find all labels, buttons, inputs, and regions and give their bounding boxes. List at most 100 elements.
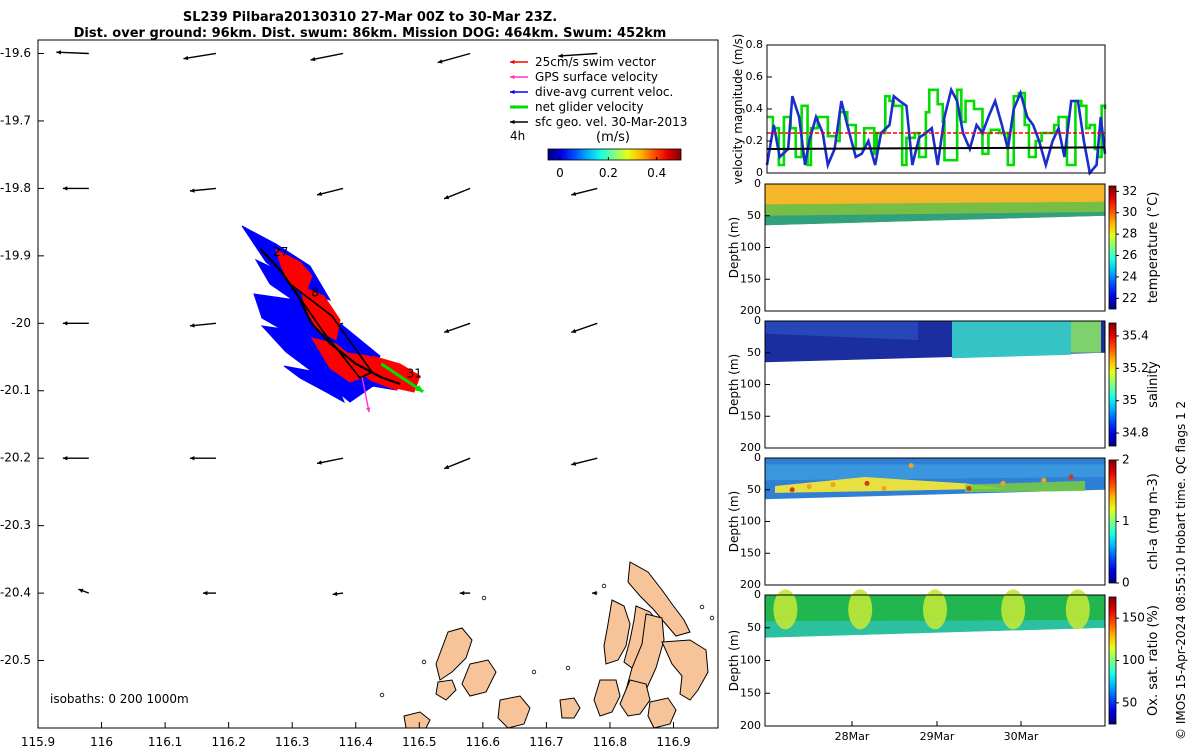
temperature-section-ytick-label-4: 200 — [740, 304, 761, 317]
geo-velocity-arrowhead-18 — [444, 464, 450, 469]
temperature-section-bottom-layer — [765, 211, 1105, 226]
salinity-section-surface-layer — [765, 321, 918, 341]
islet-6 — [565, 665, 571, 671]
map-frame — [37, 39, 719, 729]
temperature-section-colorbar-tick-label-3: 28 — [1122, 227, 1137, 241]
geo-velocity-arrowhead-10 — [62, 321, 68, 326]
salinity-section-ytick-label-1: 50 — [747, 346, 761, 359]
chla-section-dot-4 — [881, 485, 887, 491]
chla-section-dot-2 — [830, 482, 836, 488]
geo-velocity-arrowhead-3 — [437, 59, 443, 64]
gps-velocity-arrowhead — [366, 407, 371, 413]
temperature-section-colorbar-tick-label-5: 32 — [1122, 184, 1137, 198]
gps-velocity-vector — [361, 377, 370, 413]
geo-velocity-vector-1 — [183, 52, 217, 60]
map-ytick-label-8: -20.4 — [0, 586, 31, 600]
legend-label-3: net glider velocity — [535, 100, 643, 114]
oxygen-section-blob-1 — [848, 589, 873, 630]
velocity-ytick-label-2: 0.4 — [746, 102, 764, 115]
chla-section-dot-5 — [908, 463, 914, 469]
chla-section-dot-0 — [789, 487, 795, 493]
track-day-label-0: 27 — [273, 245, 288, 259]
islet-3 — [699, 604, 705, 610]
chla-section-colorbar-label: chl-a (mg m-3) — [1146, 473, 1161, 570]
map-ytick-label-9: -20.5 — [0, 653, 31, 667]
geo-velocity-arrowhead-20 — [78, 588, 84, 593]
legend-arrow-3 — [510, 104, 515, 110]
salinity-section-ytick-label-3: 150 — [740, 409, 761, 422]
oxygen-section-colorbar-tick-label-0: 50 — [1122, 695, 1137, 709]
legend-label-4: sfc geo. vel. 30-Mar-2013 — [535, 115, 687, 129]
geo-velocity-vector-13 — [443, 322, 471, 334]
map-xtick-label-8: 116.7 — [529, 735, 563, 749]
oxygen-section-xtick-label-1: 29Mar — [920, 730, 955, 743]
oxygen-section-ytick-label-1: 50 — [747, 621, 761, 634]
chla-section-ytick-label-0: 0 — [754, 451, 761, 464]
chart-title-line2: Dist. over ground: 96km. Dist. swum: 86k… — [73, 26, 667, 41]
salinity-section-colorbar-tick-label-1: 35 — [1122, 393, 1137, 407]
chla-section-upper-layer — [765, 464, 1105, 481]
geo-velocity-vector-2 — [310, 52, 344, 61]
geo-velocity-arrowhead-0 — [56, 50, 61, 55]
chla-section-colorbar-tick-label-0: 0 — [1122, 576, 1130, 590]
geo-velocity-vector-3 — [437, 52, 471, 64]
temperature-section-colorbar-tick-label-1: 24 — [1122, 269, 1137, 283]
map-xtick-label-0: 115.9 — [21, 735, 55, 749]
oxygen-section-xtick-label-0: 28Mar — [835, 730, 870, 743]
geo-velocity-arrowhead-15 — [62, 456, 68, 461]
map-ytick-label-3: -19.9 — [0, 248, 31, 262]
velocity-series-0 — [767, 88, 1107, 167]
chla-section-colorbar-tick-label-2: 2 — [1122, 453, 1130, 467]
map-ytick-label-1: -19.7 — [0, 113, 31, 127]
geo-velocity-arrowhead-11 — [189, 323, 195, 328]
map-xtick-label-9: 116.8 — [593, 735, 627, 749]
geo-velocity-arrowhead-9 — [571, 191, 577, 196]
chla-section-chl-max — [775, 477, 1005, 493]
map-ytick-label-4: -20 — [11, 316, 31, 330]
temperature-section-colorbar-tick-label-0: 22 — [1122, 291, 1137, 305]
track-day-label-1: 8 — [311, 285, 319, 299]
land-island-5 — [619, 679, 651, 717]
map-ytick-label-5: -20.1 — [0, 383, 31, 397]
temperature-section-colorbar-tick-label-2: 26 — [1122, 248, 1137, 262]
islet-1 — [601, 583, 607, 589]
map-colorbar-tick-label-2: 0.4 — [647, 166, 666, 180]
salinity-section-ytick-label-2: 100 — [740, 378, 761, 391]
islet-5 — [531, 669, 537, 675]
salinity-section-colorbar-label: salinity — [1146, 361, 1161, 408]
chla-section-dot-6 — [966, 485, 972, 491]
map-ytick-label-7: -20.3 — [0, 518, 31, 532]
velocity-ytick-label-1: 0.2 — [746, 134, 764, 147]
temperature-section-ylabel: Depth (m) — [727, 217, 741, 278]
map-colorbar-tick-label-0: 0 — [556, 166, 564, 180]
legend-label-2: dive-avg current veloc. — [535, 85, 673, 99]
geo-velocity-arrowhead-16 — [189, 456, 195, 461]
temperature-section-colorbar-tick-label-4: 30 — [1122, 205, 1137, 219]
salinity-section-ylabel: Depth (m) — [727, 354, 741, 415]
oxygen-section-blob-2 — [923, 589, 947, 630]
oxygen-section-ytick-label-2: 100 — [740, 654, 761, 667]
salinity-section-colorbar-tick-label-3: 35.4 — [1122, 328, 1149, 342]
geo-velocity-arrowhead-24 — [592, 590, 597, 596]
oxygen-section-ytick-label-4: 200 — [740, 719, 761, 732]
geo-velocity-vector-0 — [56, 51, 89, 55]
islet-4 — [709, 615, 715, 621]
isobaths-label: isobaths: 0 200 1000m — [50, 692, 189, 706]
chla-section-dot-9 — [1068, 474, 1074, 480]
geo-velocity-arrowhead-13 — [444, 328, 450, 333]
map-ytick-label-2: -19.8 — [0, 181, 31, 195]
oxygen-section-xtick-label-2: 30Mar — [1004, 730, 1039, 743]
geo-velocity-arrowhead-22 — [332, 591, 338, 596]
oxygen-section-colorbar-tick-label-2: 150 — [1122, 611, 1145, 625]
salinity-section-colorbar-tick-label-0: 34.8 — [1122, 426, 1149, 440]
glider-track-line — [259, 248, 401, 386]
velocity-ytick-label-0: 0 — [756, 166, 763, 179]
land-island-7 — [435, 627, 473, 681]
temperature-section-ytick-label-0: 0 — [754, 177, 761, 190]
land-island-11 — [435, 679, 457, 701]
geo-velocity-arrowhead-8 — [444, 195, 450, 200]
map-xtick-label-6: 116.5 — [402, 735, 436, 749]
oxygen-section-ylabel: Depth (m) — [727, 630, 741, 691]
legend-arrow-0 — [510, 59, 515, 65]
salinity-section-ytick-label-0: 0 — [754, 314, 761, 327]
